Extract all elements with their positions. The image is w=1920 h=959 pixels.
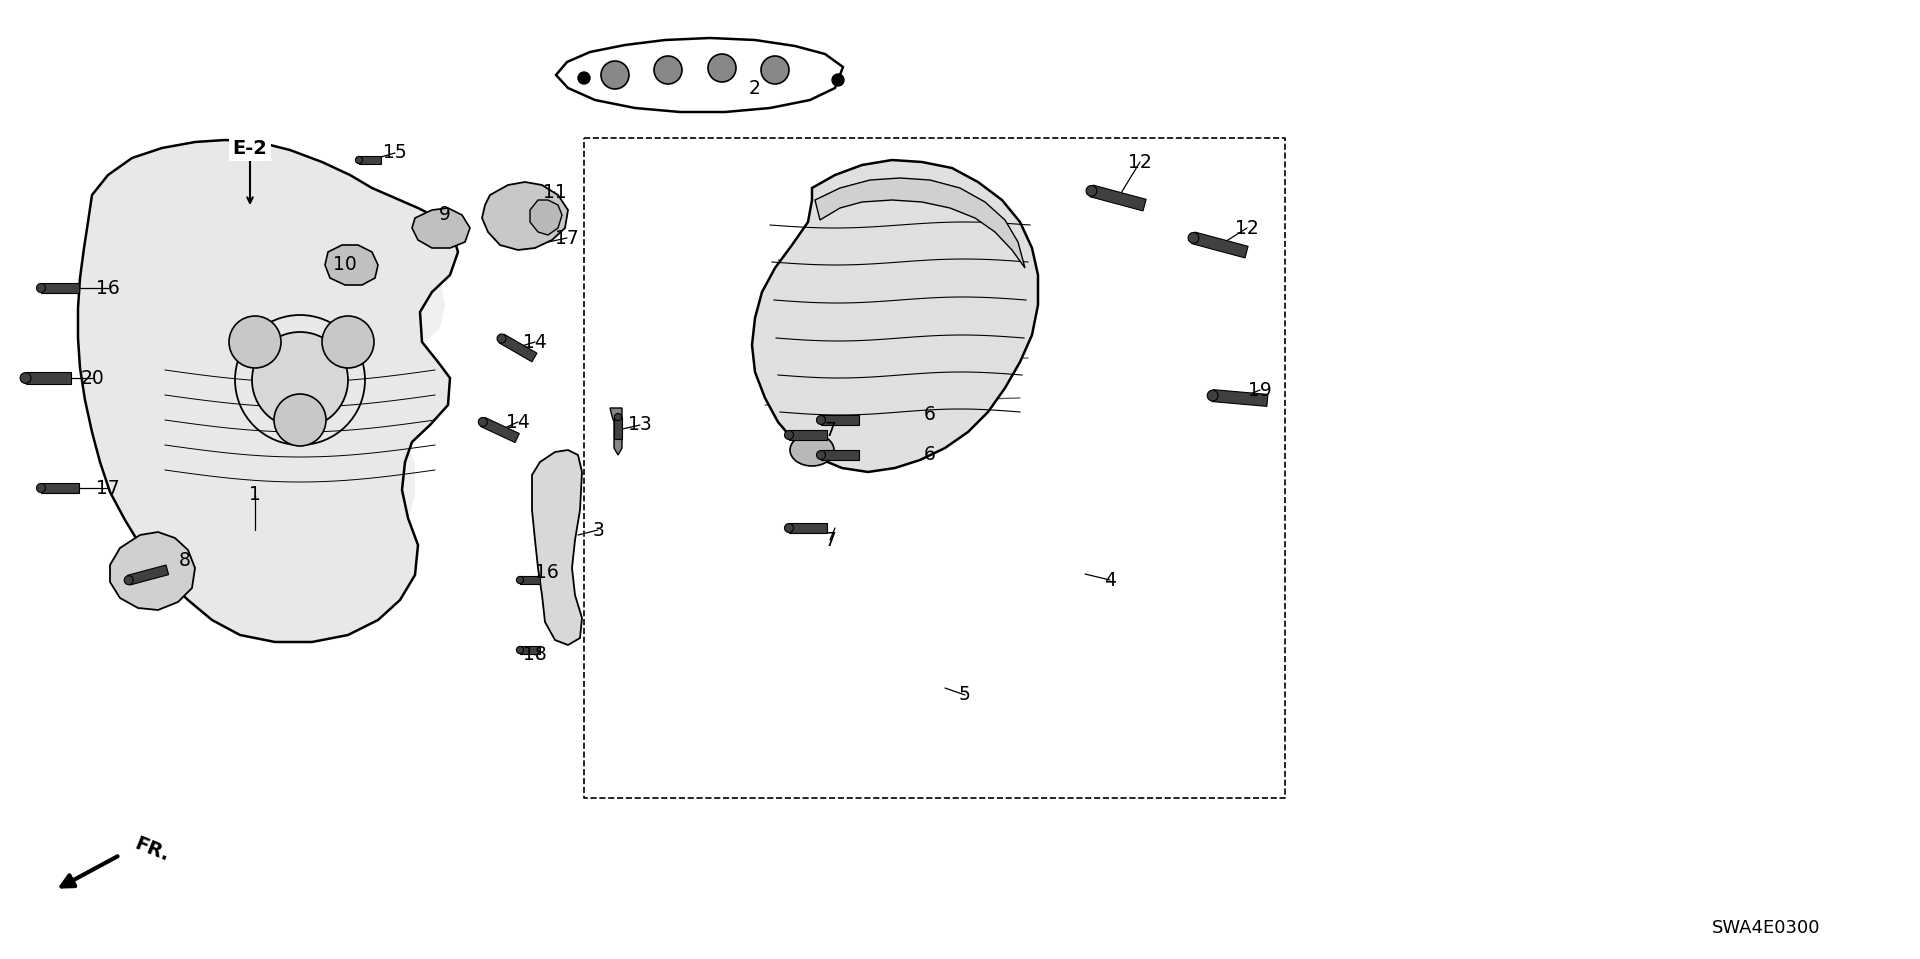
Text: 20: 20 — [81, 368, 106, 387]
Text: 7: 7 — [824, 530, 835, 550]
Text: E-2: E-2 — [232, 138, 267, 157]
Circle shape — [614, 413, 622, 421]
Text: 6: 6 — [924, 406, 935, 425]
Polygon shape — [261, 342, 338, 418]
Circle shape — [708, 54, 735, 82]
Circle shape — [655, 56, 682, 84]
Text: 17: 17 — [96, 479, 119, 498]
Circle shape — [36, 483, 46, 493]
Circle shape — [578, 72, 589, 84]
Circle shape — [516, 576, 524, 584]
Circle shape — [831, 74, 845, 86]
Circle shape — [252, 332, 348, 428]
Text: 9: 9 — [440, 205, 451, 224]
Circle shape — [323, 316, 374, 368]
Bar — [614, 417, 622, 439]
Text: 12: 12 — [1235, 219, 1260, 238]
Bar — [40, 283, 79, 293]
Polygon shape — [532, 450, 582, 645]
Circle shape — [816, 415, 826, 425]
Circle shape — [785, 431, 793, 439]
Text: 14: 14 — [522, 333, 547, 352]
Text: 7: 7 — [824, 420, 835, 439]
Bar — [1212, 389, 1267, 407]
Text: 16: 16 — [536, 563, 559, 581]
Circle shape — [36, 284, 46, 292]
Circle shape — [19, 373, 31, 384]
Text: 16: 16 — [96, 278, 119, 297]
Bar — [822, 450, 858, 460]
Text: 14: 14 — [507, 412, 530, 432]
Polygon shape — [79, 140, 459, 642]
Bar — [25, 372, 71, 384]
Circle shape — [1188, 232, 1198, 244]
Text: FR.: FR. — [132, 834, 173, 866]
Circle shape — [275, 394, 326, 446]
Bar — [480, 417, 518, 442]
Circle shape — [228, 316, 280, 368]
Circle shape — [760, 56, 789, 84]
Text: 3: 3 — [591, 521, 605, 540]
Text: 12: 12 — [1129, 152, 1152, 172]
Circle shape — [1087, 185, 1096, 197]
Bar — [40, 483, 79, 493]
Text: 1: 1 — [250, 485, 261, 504]
Bar — [1091, 185, 1146, 211]
Polygon shape — [81, 175, 445, 572]
Text: 5: 5 — [960, 686, 972, 705]
Text: SWA4E0300: SWA4E0300 — [1711, 919, 1820, 937]
Circle shape — [785, 524, 793, 532]
Polygon shape — [814, 178, 1025, 268]
Text: 18: 18 — [522, 645, 547, 665]
Text: 11: 11 — [543, 182, 566, 201]
Polygon shape — [109, 532, 196, 610]
Circle shape — [1208, 390, 1217, 401]
Text: 8: 8 — [179, 550, 190, 570]
Text: 2: 2 — [749, 79, 760, 98]
Polygon shape — [530, 200, 563, 235]
Circle shape — [355, 156, 363, 164]
Bar — [789, 523, 828, 533]
Text: 17: 17 — [555, 228, 578, 247]
Text: 4: 4 — [1104, 571, 1116, 590]
Bar — [1192, 232, 1248, 258]
Polygon shape — [753, 160, 1039, 472]
Bar — [520, 646, 540, 654]
Circle shape — [125, 575, 132, 585]
Circle shape — [478, 417, 488, 427]
Text: 15: 15 — [384, 144, 407, 162]
Text: 10: 10 — [334, 255, 357, 274]
Polygon shape — [482, 182, 568, 250]
Polygon shape — [324, 245, 378, 285]
Polygon shape — [413, 208, 470, 248]
Polygon shape — [557, 38, 843, 112]
Bar — [127, 565, 169, 585]
Text: 19: 19 — [1248, 381, 1271, 400]
Circle shape — [516, 646, 524, 654]
Circle shape — [497, 334, 507, 343]
Text: 13: 13 — [628, 415, 653, 434]
Text: 6: 6 — [924, 446, 935, 464]
Circle shape — [816, 451, 826, 459]
Ellipse shape — [789, 434, 833, 466]
Bar — [359, 156, 380, 164]
Bar — [499, 334, 538, 362]
Bar — [520, 576, 540, 584]
Bar — [822, 415, 858, 425]
Circle shape — [601, 61, 630, 89]
Polygon shape — [611, 408, 622, 455]
Bar — [789, 430, 828, 440]
